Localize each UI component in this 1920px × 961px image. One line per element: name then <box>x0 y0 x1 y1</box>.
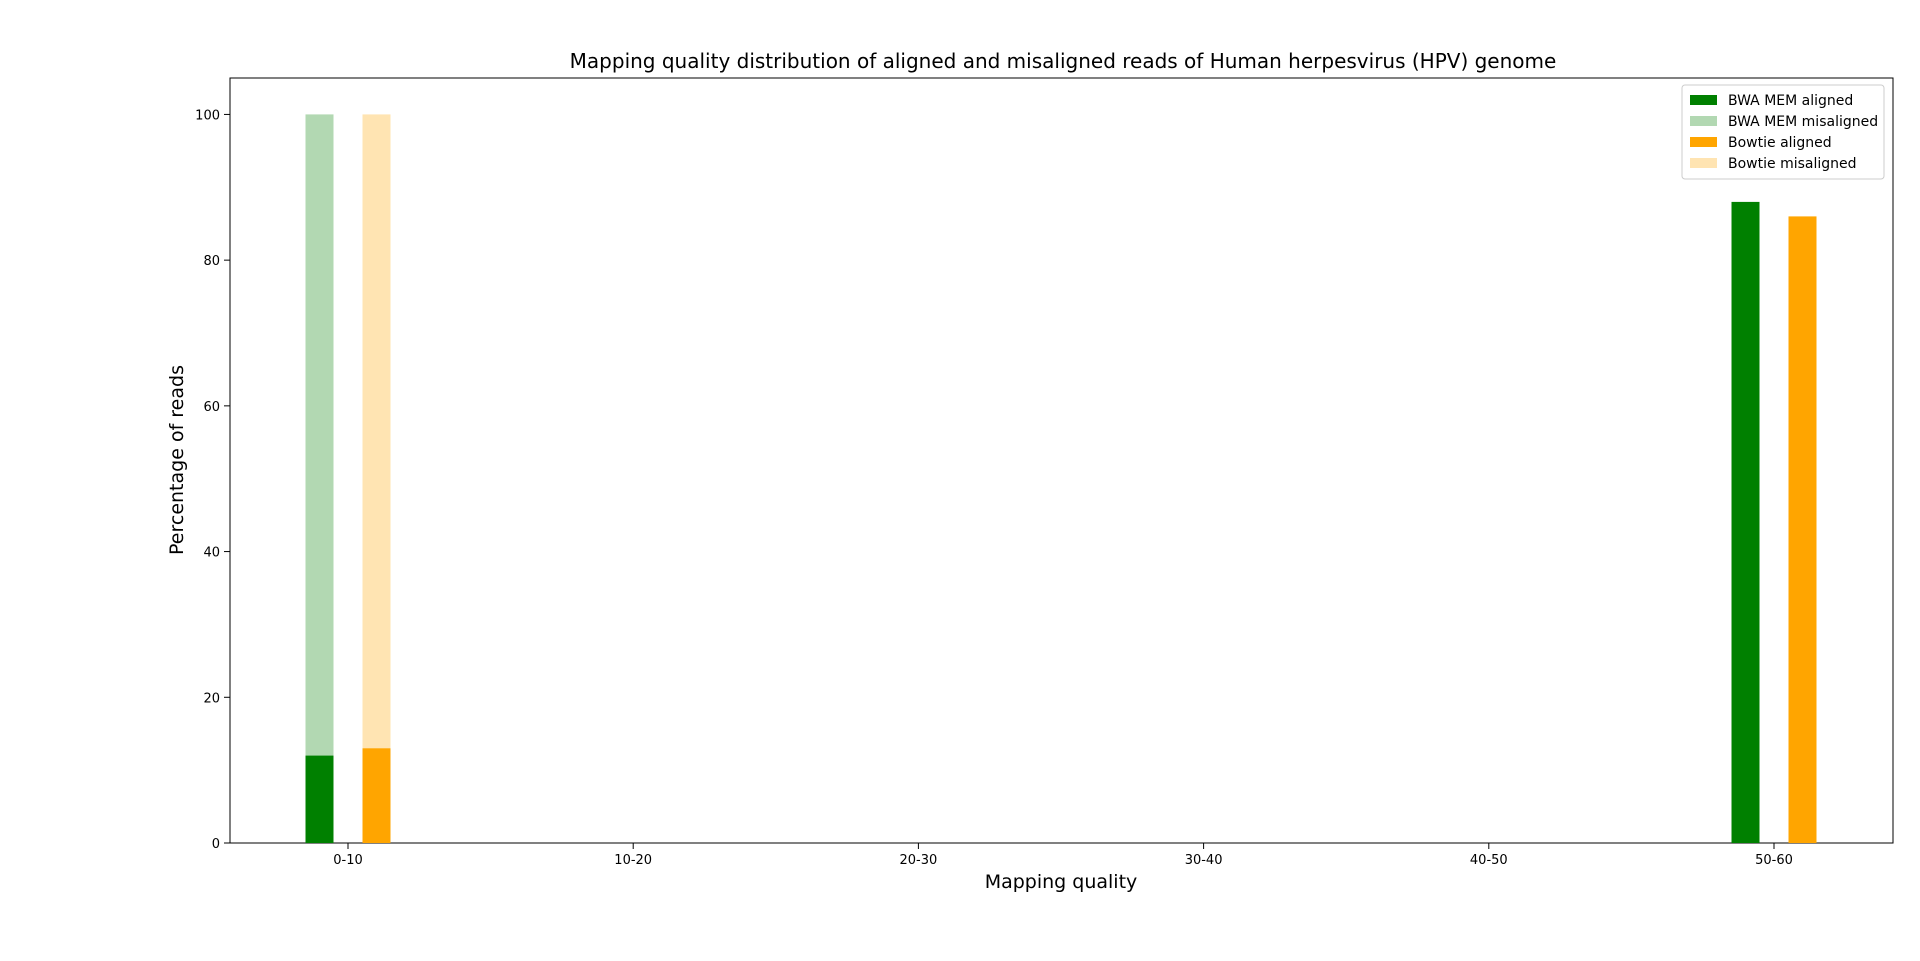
bar-bowtie-aligned-0-10 <box>362 748 391 843</box>
plot-area <box>229 77 1894 844</box>
y-tick-label: 0 <box>212 837 220 852</box>
legend-label: BWA MEM misaligned <box>1728 114 1878 130</box>
legend-label: Bowtie aligned <box>1728 135 1832 151</box>
legend-swatch <box>1690 116 1717 126</box>
y-tick-label: 100 <box>195 108 220 123</box>
y-tick-label: 80 <box>203 254 220 269</box>
legend-frame <box>1681 84 1885 180</box>
y-axis-title: Percentage of reads <box>166 365 188 555</box>
bar-bwa-mem-aligned-50-60 <box>1731 201 1760 843</box>
y-tick-label: 60 <box>203 400 220 415</box>
bar-bowtie-aligned-50-60 <box>1788 216 1817 843</box>
legend-label: BWA MEM aligned <box>1728 93 1853 109</box>
bars-group <box>305 114 1817 843</box>
legend-swatch <box>1690 158 1717 168</box>
x-tick-label: 40-50 <box>1470 853 1508 868</box>
x-axis-title: Mapping quality <box>985 871 1138 893</box>
x-axis: 0-10 10-20 20-30 30-40 40-50 50-60 <box>333 843 1793 868</box>
x-tick-label: 20-30 <box>900 853 938 868</box>
x-tick-label: 10-20 <box>614 853 652 868</box>
y-tick-label: 40 <box>203 546 220 561</box>
legend: BWA MEM aligned BWA MEM misaligned Bowtie … <box>1681 84 1885 180</box>
y-axis: 0 20 40 60 80 100 <box>195 108 230 852</box>
bar-bwa-mem-misaligned-0-10 <box>305 114 334 843</box>
legend-swatch <box>1690 95 1717 105</box>
bar-bwa-mem-aligned-0-10 <box>305 755 334 843</box>
y-tick-label: 20 <box>203 691 220 706</box>
x-tick-label: 0-10 <box>333 853 363 868</box>
x-tick-label: 50-60 <box>1755 853 1793 868</box>
x-tick-label: 30-40 <box>1185 853 1223 868</box>
chart-title: Mapping quality distribution of aligned … <box>570 49 1557 73</box>
legend-label: Bowtie misaligned <box>1728 156 1857 172</box>
bar-bowtie-misaligned-0-10 <box>362 114 391 843</box>
legend-swatch <box>1690 137 1717 147</box>
